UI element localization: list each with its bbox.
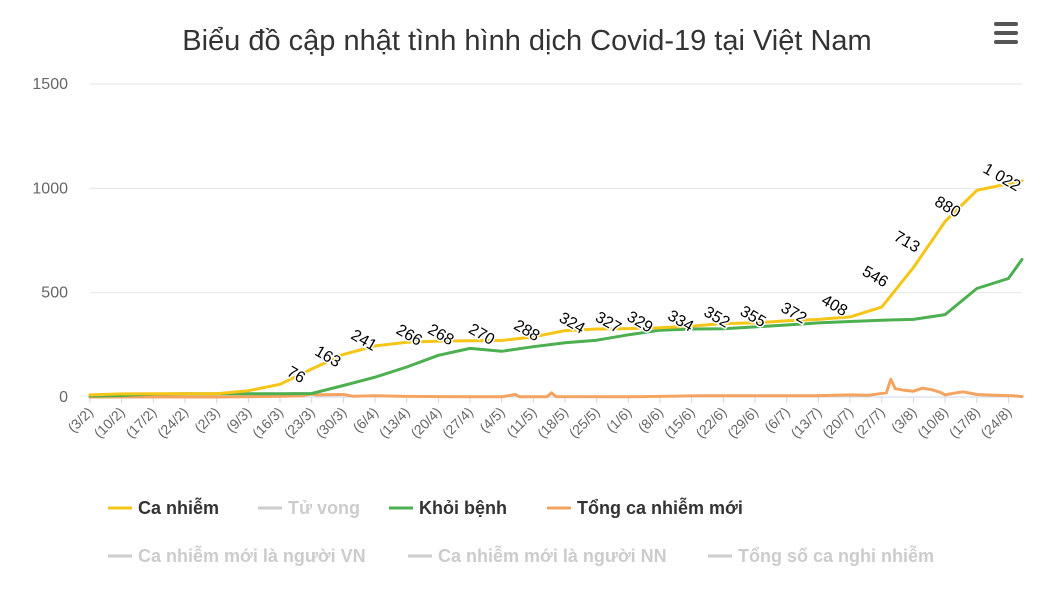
legend-label: Khỏi bệnh bbox=[419, 498, 507, 518]
legend-item-6[interactable]: Tổng số ca nghi nhiễm bbox=[708, 545, 934, 566]
x-tick-label: (17/8) bbox=[946, 404, 983, 441]
series-line-3[interactable] bbox=[88, 377, 1024, 399]
x-tick-label: (27/4) bbox=[439, 404, 476, 441]
series-line-2[interactable] bbox=[88, 258, 1024, 398]
x-tick-label: (17/2) bbox=[122, 404, 159, 441]
hamburger-menu-icon[interactable] bbox=[990, 18, 1022, 46]
legend-item-3[interactable]: Tổng ca nhiễm mới bbox=[547, 497, 743, 518]
legend-label: Tử vong bbox=[288, 498, 360, 518]
x-tick-label: (13/4) bbox=[376, 404, 413, 441]
x-tick-label: (24/2) bbox=[154, 404, 191, 441]
data-label: 270 bbox=[466, 321, 498, 349]
legend-label: Ca nhiễm bbox=[138, 497, 219, 518]
x-tick-label: (13/7) bbox=[787, 404, 824, 441]
chart-title: Biểu đồ cập nhật tình hình dịch Covid-19… bbox=[182, 25, 871, 57]
x-tick-label: (15/6) bbox=[661, 404, 698, 441]
x-tick-label: (27/7) bbox=[851, 404, 888, 441]
data-label: 266 bbox=[393, 322, 425, 350]
legend-item-4[interactable]: Ca nhiễm mới là người VN bbox=[108, 545, 366, 566]
x-tick-label: (30/3) bbox=[312, 404, 349, 441]
x-tick-label: (2/3) bbox=[191, 404, 223, 436]
x-tick-label: (10/2) bbox=[91, 404, 128, 441]
x-tick-label: (29/6) bbox=[724, 404, 761, 441]
x-tick-label: (16/3) bbox=[249, 404, 286, 441]
legend-label: Ca nhiễm mới là người VN bbox=[138, 545, 366, 566]
legend-label: Tổng ca nhiễm mới bbox=[577, 497, 743, 518]
x-tick-label: (20/7) bbox=[819, 404, 856, 441]
x-tick-label: (10/8) bbox=[914, 404, 951, 441]
x-tick-label: (20/4) bbox=[407, 404, 444, 441]
data-label: 1 022 bbox=[980, 160, 1023, 195]
data-label: 288 bbox=[511, 317, 543, 345]
x-tick-label: (4/5) bbox=[476, 404, 508, 436]
y-tick-label: 0 bbox=[59, 389, 68, 406]
data-label: 76 bbox=[284, 363, 308, 387]
legend-item-0[interactable]: Ca nhiễm bbox=[108, 497, 219, 518]
y-tick-label: 1500 bbox=[32, 76, 68, 93]
data-label: 546 bbox=[859, 263, 891, 291]
x-tick-label: (23/3) bbox=[281, 404, 318, 441]
legend-label: Tổng số ca nghi nhiễm bbox=[738, 545, 934, 566]
x-tick-label: (24/8) bbox=[977, 404, 1014, 441]
x-tick-label: (25/5) bbox=[566, 404, 603, 441]
x-tick-label: (11/5) bbox=[503, 404, 539, 440]
data-label: 324 bbox=[556, 309, 588, 337]
legend-item-2[interactable]: Khỏi bệnh bbox=[389, 498, 507, 518]
legend-label: Ca nhiễm mới là người NN bbox=[438, 545, 667, 566]
x-tick-label: (22/6) bbox=[692, 404, 729, 441]
data-label: 713 bbox=[891, 228, 923, 256]
series-line-0[interactable] bbox=[88, 179, 1024, 397]
data-label: 268 bbox=[425, 321, 457, 349]
y-tick-label: 1000 bbox=[32, 180, 68, 197]
legend-item-5[interactable]: Ca nhiễm mới là người NN bbox=[408, 545, 667, 566]
y-tick-label: 500 bbox=[41, 285, 68, 302]
x-tick-label: (1/6) bbox=[603, 404, 635, 436]
legend-item-1[interactable]: Tử vong bbox=[258, 498, 360, 518]
data-label: 327 bbox=[592, 309, 624, 337]
x-tick-label: (18/5) bbox=[534, 404, 571, 441]
